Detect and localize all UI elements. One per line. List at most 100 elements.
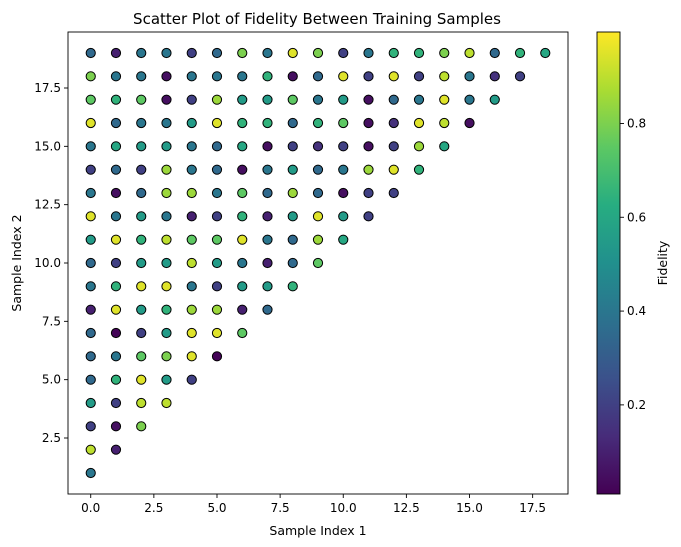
scatter-point (110, 47, 122, 59)
scatter-point (439, 117, 450, 129)
scatter-point (161, 234, 172, 245)
scatter-point (186, 141, 197, 152)
scatter-point (211, 71, 223, 82)
scatter-point (413, 164, 425, 175)
scatter-point (211, 351, 223, 362)
scatter-point (262, 117, 273, 129)
scatter-point (85, 374, 96, 385)
scatter-point (262, 211, 273, 222)
scatter-point (161, 187, 172, 199)
scatter-point (211, 304, 223, 315)
scatter-point (211, 47, 223, 59)
scatter-point (161, 117, 172, 129)
scatter-point (287, 187, 298, 199)
scatter-point (85, 141, 96, 152)
scatter-point (85, 47, 96, 59)
scatter-point (110, 117, 122, 129)
scatter-point (211, 187, 223, 199)
scatter-point (211, 141, 223, 152)
scatter-point (237, 141, 248, 152)
scatter-point (287, 47, 298, 59)
scatter-point (85, 94, 96, 105)
scatter-point (363, 141, 374, 152)
scatter-point (110, 94, 122, 105)
scatter-point (388, 117, 399, 129)
scatter-point (540, 47, 551, 59)
scatter-point (110, 211, 122, 222)
scatter-point (110, 187, 122, 199)
scatter-point (161, 304, 172, 315)
x-tick-label: 0.0 (81, 501, 100, 515)
scatter-point (161, 71, 172, 82)
scatter-point (186, 71, 197, 82)
scatter-point (186, 351, 197, 362)
scatter-point (262, 141, 273, 152)
scatter-point (237, 164, 248, 175)
scatter-point (237, 94, 248, 105)
scatter-point (161, 164, 172, 175)
colorbar-frame (596, 31, 621, 495)
scatter-point (136, 397, 147, 409)
chart-title: Scatter Plot of Fidelity Between Trainin… (133, 10, 501, 28)
scatter-point (287, 94, 298, 105)
scatter-point (85, 117, 96, 129)
x-tick-label: 5.0 (207, 501, 226, 515)
scatter-point (186, 187, 197, 199)
data-points (85, 47, 551, 479)
scatter-point (312, 94, 324, 105)
scatter-point (413, 71, 425, 82)
scatter-point (85, 327, 96, 339)
scatter-point (237, 71, 248, 82)
scatter-point (161, 281, 172, 292)
scatter-point (186, 211, 197, 222)
scatter-point (136, 117, 147, 129)
scatter-point (136, 234, 147, 245)
scatter-point (136, 164, 147, 175)
x-tick-label: 15.0 (456, 501, 483, 515)
scatter-point (110, 164, 122, 175)
scatter-point (85, 304, 96, 315)
scatter-point (388, 71, 399, 82)
scatter-point (136, 141, 147, 152)
scatter-point (287, 164, 298, 175)
scatter-point (237, 117, 248, 129)
scatter-point (262, 71, 273, 82)
scatter-point (262, 164, 273, 175)
scatter-point (110, 234, 122, 245)
scatter-point (136, 257, 147, 269)
scatter-point (136, 187, 147, 199)
scatter-point (85, 234, 96, 245)
y-tick-label: 5.0 (42, 373, 61, 387)
scatter-point (85, 351, 96, 362)
scatter-point (312, 234, 324, 245)
scatter-point (110, 257, 122, 269)
scatter-point (388, 47, 399, 59)
y-tick-label: 15.0 (34, 139, 61, 153)
scatter-point (413, 94, 425, 105)
scatter-point (388, 94, 399, 105)
scatter-point (161, 94, 172, 105)
scatter-point (211, 257, 223, 269)
scatter-point (312, 47, 324, 59)
scatter-point (186, 94, 197, 105)
scatter-point (237, 187, 248, 199)
scatter-point (186, 234, 197, 245)
scatter-point (514, 47, 526, 59)
scatter-point (439, 71, 450, 82)
scatter-point (186, 257, 197, 269)
scatter-point (211, 117, 223, 129)
scatter-point (338, 94, 349, 105)
scatter-point (338, 211, 349, 222)
scatter-point (211, 211, 223, 222)
scatter-point (136, 421, 147, 432)
scatter-point (413, 141, 425, 152)
scatter-point (312, 164, 324, 175)
scatter-point (413, 117, 425, 129)
scatter-point (312, 71, 324, 82)
scatter-point (338, 71, 349, 82)
scatter-point (85, 397, 96, 409)
scatter-point (338, 117, 349, 129)
scatter-point (287, 211, 298, 222)
scatter-point (363, 187, 374, 199)
scatter-point (85, 71, 96, 82)
